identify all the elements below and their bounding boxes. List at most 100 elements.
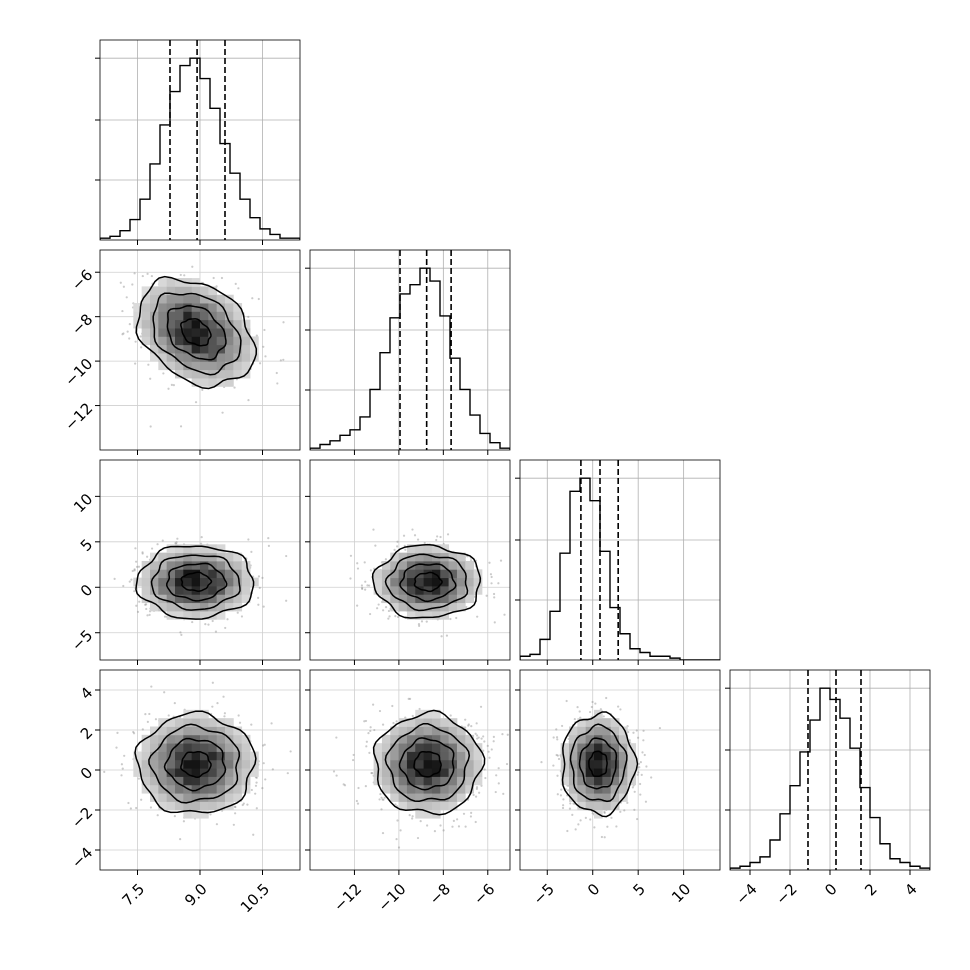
scatter-point: [559, 794, 563, 797]
density-cell: [233, 585, 243, 595]
density-cell: [191, 344, 201, 354]
density-cell: [175, 784, 184, 794]
density-cell: [141, 776, 151, 786]
density-cell: [431, 793, 441, 802]
density-cell: [440, 784, 450, 794]
x-tick-label: −6: [470, 880, 498, 908]
density-cell: [208, 560, 218, 570]
density-cell: [216, 726, 226, 736]
scatter-point: [469, 815, 473, 818]
scatter-point: [439, 535, 442, 539]
scatter-point: [465, 605, 468, 609]
scatter-point: [174, 542, 177, 545]
scatter-point: [567, 789, 570, 792]
scatter-point: [120, 774, 123, 777]
density-cell: [594, 759, 603, 769]
density-cell: [577, 734, 587, 744]
y-tick-label: −6: [68, 266, 96, 294]
contour-line: [135, 275, 258, 390]
scatter-point: [372, 528, 375, 531]
scatter-point: [615, 825, 618, 828]
density-cell: [158, 594, 168, 604]
scatter-point: [167, 387, 170, 390]
density-cell: [415, 610, 425, 620]
density-cell: [398, 718, 408, 727]
scatter-point: [364, 588, 367, 591]
density-cell: [191, 801, 201, 811]
scatter-point: [365, 740, 368, 743]
density-cell: [191, 319, 201, 329]
scatter-point: [355, 799, 358, 803]
scatter-point: [137, 777, 140, 780]
scatter-point: [247, 538, 250, 541]
density-cell: [158, 801, 168, 811]
scatter-point: [413, 534, 417, 537]
scatter-point: [633, 790, 636, 793]
scatter-point: [175, 541, 178, 544]
density-cell: [133, 311, 143, 321]
scatter-point: [237, 714, 240, 717]
density-cell: [216, 610, 226, 620]
density-cell: [166, 286, 176, 296]
density-cell: [158, 303, 168, 312]
x-tick-label: 9.0: [181, 880, 211, 910]
density-cell: [216, 303, 226, 312]
scatter-point: [477, 736, 480, 739]
density-cell: [175, 585, 184, 595]
scatter-point: [262, 345, 265, 348]
scatter-point: [556, 738, 559, 741]
scatter-point: [374, 544, 377, 547]
scatter-point: [631, 786, 634, 789]
scatter-point: [179, 273, 182, 277]
density-cell: [150, 344, 159, 354]
density-cell: [423, 709, 433, 719]
density-cell: [216, 369, 226, 379]
scatter-point: [251, 297, 254, 300]
density-cell: [166, 585, 176, 595]
density-cell: [216, 743, 226, 752]
density-cell: [191, 602, 201, 612]
scatter-point: [503, 613, 506, 616]
density-cell: [183, 751, 193, 761]
density-cell: [569, 759, 578, 769]
scatter-point: [150, 547, 154, 550]
density-cell: [233, 751, 243, 761]
density-cell: [183, 286, 193, 296]
density-cell: [440, 560, 450, 570]
scatter-point: [373, 728, 376, 732]
density-cell: [208, 743, 218, 752]
scatter-point: [440, 635, 443, 638]
scatter-point: [380, 796, 383, 799]
density-cell: [415, 776, 425, 786]
scatter-point: [602, 715, 605, 718]
density-cell: [200, 585, 209, 595]
scatter-point: [425, 620, 428, 623]
density-cell: [216, 353, 226, 362]
density-cell: [594, 718, 603, 727]
scatter-point: [267, 537, 270, 540]
scatter-point: [394, 803, 397, 806]
density-cell: [241, 569, 251, 579]
scatter-point: [591, 812, 594, 815]
scatter-point: [115, 746, 118, 749]
scatter-point: [485, 594, 488, 597]
density-cell: [158, 577, 168, 587]
density-cell: [225, 353, 234, 362]
density-cell: [406, 610, 416, 620]
density-cell: [577, 784, 587, 794]
scatter-point: [163, 615, 167, 618]
density-cell: [233, 361, 243, 371]
density-cell: [183, 577, 193, 587]
scatter-point: [579, 819, 582, 822]
density-cell: [381, 768, 391, 777]
density-cell: [406, 577, 416, 587]
scatter-point: [480, 737, 483, 740]
density-cell: [133, 751, 143, 761]
scatter-point: [578, 710, 581, 713]
density-cell: [431, 734, 441, 744]
density-cell: [431, 577, 441, 587]
density-cell: [423, 718, 433, 727]
scatter-point: [133, 272, 136, 275]
density-cell: [250, 344, 259, 354]
scatter-point: [638, 766, 641, 769]
